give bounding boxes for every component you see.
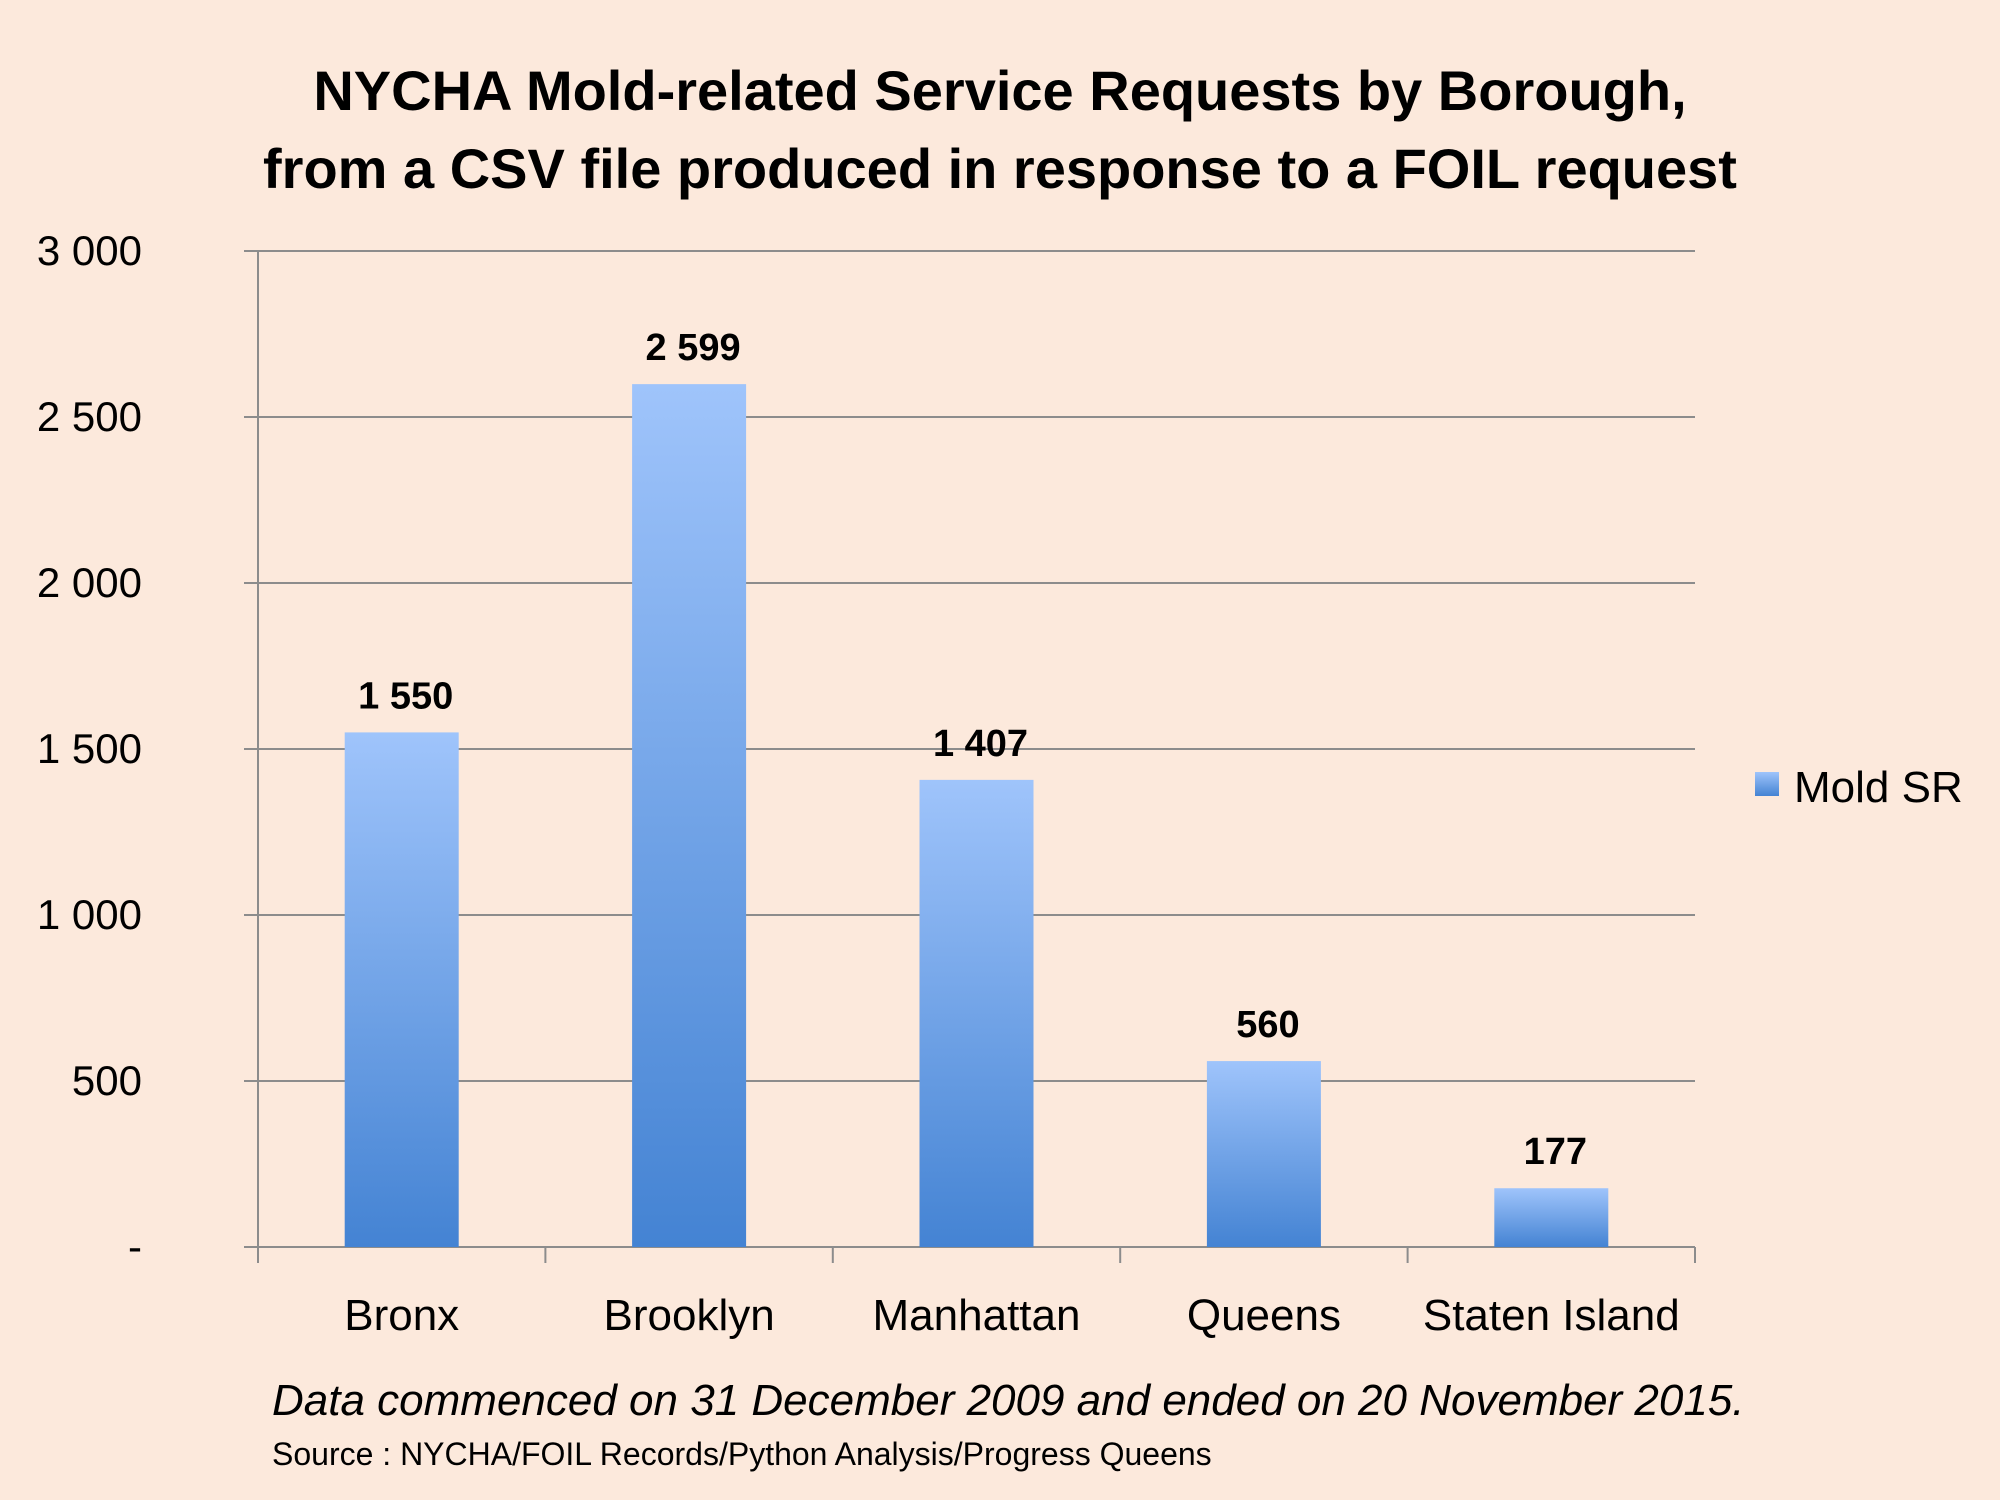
data-label: 560 [1236, 1004, 1299, 1046]
bar-manhattan [919, 779, 1034, 1247]
source-note: Source : NYCHA/FOIL Records/Python Analy… [272, 1436, 1212, 1472]
bar-queens [1206, 1061, 1321, 1247]
x-tick-label: Manhattan [873, 1291, 1081, 1340]
legend-swatch [1755, 772, 1779, 796]
data-label: 1 550 [358, 675, 453, 717]
x-tick-label: Brooklyn [604, 1291, 775, 1340]
x-tick-labels: Bronx Brooklyn Manhattan Queens Staten Islan… [344, 1291, 1680, 1340]
data-label: 2 599 [646, 327, 741, 369]
chart-title-line-1: NYCHA Mold-related Service Requests by B… [313, 59, 1686, 122]
y-tick-labels: - 500 1 000 1 500 2 000 2 500 3 000 [37, 227, 142, 1270]
data-label: 1 407 [933, 723, 1028, 765]
y-tick-label: 1 000 [37, 891, 142, 938]
y-tick-label: 500 [72, 1057, 142, 1104]
y-tick-label: 1 500 [37, 725, 142, 772]
legend: Mold SR [1755, 763, 1963, 812]
x-tick-label: Bronx [344, 1291, 459, 1340]
bars [344, 384, 1609, 1248]
y-tick-label: 2 000 [37, 559, 142, 606]
data-labels: 1 550 2 599 1 407 560 177 [358, 327, 1587, 1173]
legend-label: Mold SR [1794, 763, 1963, 812]
data-label: 177 [1524, 1131, 1587, 1173]
x-tick-label: Staten Island [1423, 1291, 1680, 1340]
gridlines [258, 250, 1695, 1082]
y-tick-label: - [128, 1223, 142, 1270]
bar-staten-island [1494, 1188, 1609, 1247]
bar-brooklyn [632, 384, 747, 1248]
bar-bronx [344, 732, 459, 1247]
y-tick-label: 3 000 [37, 227, 142, 274]
y-tick-label: 2 500 [37, 393, 142, 440]
chart-title-line-2: from a CSV file produced in response to … [263, 137, 1737, 200]
x-tick-label: Queens [1187, 1291, 1341, 1340]
date-range-note: Data commenced on 31 December 2009 and e… [272, 1376, 1745, 1425]
